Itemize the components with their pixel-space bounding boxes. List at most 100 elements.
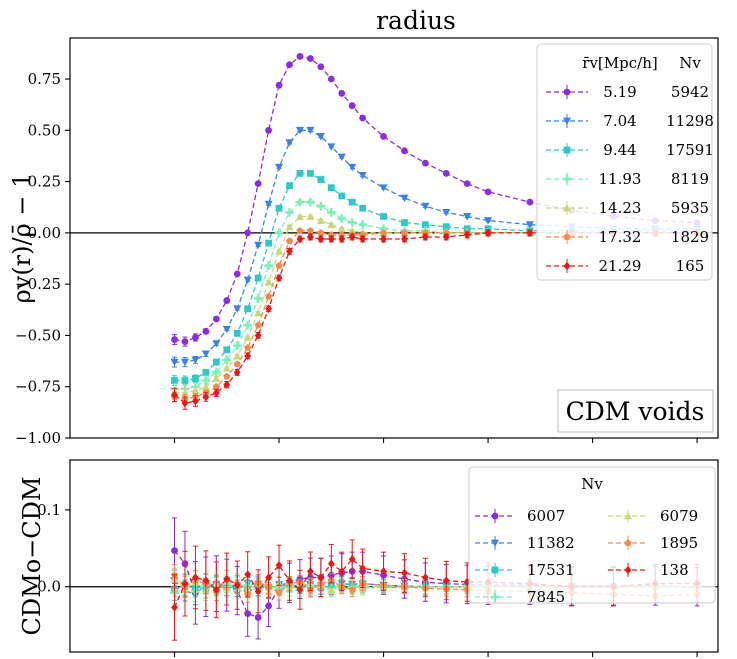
legend-entry-11382: 11382 [475, 534, 575, 552]
legend-entry-14.23: 14.23 5935 [546, 199, 709, 217]
data-point [181, 398, 189, 408]
legend-marker [563, 261, 571, 271]
data-point [212, 374, 221, 382]
data-point [306, 567, 314, 576]
legend-radius: 14.23 [599, 199, 642, 217]
legend-count: 17591 [666, 141, 714, 159]
data-point [296, 169, 304, 177]
legend-entry-7845: 7845 [475, 588, 565, 606]
data-point [306, 126, 315, 135]
data-point [358, 172, 367, 180]
data-point [265, 292, 273, 300]
data-point [327, 75, 335, 83]
data-point [286, 576, 293, 585]
legend-count: 17531 [527, 561, 575, 579]
data-point [484, 217, 493, 225]
data-point [295, 212, 304, 220]
data-point [317, 176, 325, 183]
data-point [348, 554, 356, 564]
data-point [192, 396, 199, 406]
legend-box [536, 43, 713, 281]
legend-entry-11.93: 11.93 8119 [546, 170, 709, 188]
data-point [212, 315, 220, 323]
data-point [525, 221, 534, 229]
data-point [171, 603, 178, 612]
legend-header-count: Nv [679, 54, 701, 72]
data-point [348, 232, 356, 242]
legend-radius: 11.93 [599, 170, 642, 188]
legend-marker [490, 592, 500, 602]
y-tick-label: −1.00 [15, 429, 61, 447]
data-point [233, 368, 241, 377]
data-point [265, 304, 272, 313]
legend-radius: 17.32 [599, 228, 642, 246]
data-point [244, 305, 252, 313]
data-point [233, 270, 241, 278]
legend-marker [563, 117, 571, 125]
data-point [359, 234, 367, 244]
data-point [202, 368, 210, 376]
data-point [201, 382, 210, 391]
legend-header-count: Nv [581, 475, 603, 493]
y-tick-label: 0.50 [28, 121, 61, 139]
legend-count: 11382 [527, 534, 575, 552]
data-point [463, 180, 471, 188]
data-point [379, 184, 388, 192]
data-point [223, 372, 231, 380]
data-point [380, 234, 387, 244]
series-9.44 [171, 169, 701, 386]
data-point [295, 197, 305, 207]
data-point [264, 200, 273, 209]
data-point [275, 589, 283, 596]
legend-count: 5942 [671, 83, 709, 101]
data-point [463, 577, 471, 587]
data-point [275, 561, 283, 570]
data-point [327, 234, 335, 244]
data-point [233, 351, 242, 360]
data-point [327, 559, 335, 568]
data-point [337, 214, 347, 223]
data-point [244, 610, 252, 617]
data-point [285, 237, 294, 245]
legend-entry-6079: 6079 [608, 507, 698, 525]
data-point [254, 321, 262, 329]
data-point [202, 576, 210, 585]
data-point [201, 350, 210, 358]
data-point [181, 579, 189, 588]
annotation-box [557, 389, 714, 433]
data-point [244, 344, 252, 351]
data-point [254, 587, 262, 596]
data-point [317, 234, 325, 244]
legend-entry-5.19: 5.19 5942 [546, 83, 709, 101]
data-point [317, 229, 325, 236]
data-point [401, 568, 408, 578]
legend-header-radius: r̄v[Mpc/h] [582, 54, 657, 72]
data-point [192, 573, 199, 582]
data-point [338, 234, 346, 244]
legend-entry-9.44: 9.44 17591 [546, 141, 714, 159]
data-point [254, 241, 263, 250]
data-point [295, 126, 304, 135]
data-point [286, 61, 293, 69]
data-point [265, 239, 272, 247]
data-point [233, 580, 241, 590]
data-point [327, 585, 336, 594]
legend-marker [563, 88, 571, 96]
data-point [254, 614, 262, 621]
data-point [192, 334, 199, 341]
data-point [275, 261, 283, 269]
data-point [442, 223, 450, 231]
data-point [317, 63, 325, 71]
legend-marker [491, 566, 499, 574]
data-point [223, 346, 231, 354]
data-point [265, 126, 272, 134]
data-point [305, 197, 315, 207]
y-tick-label: −0.75 [15, 378, 61, 396]
y-tick-label: 0.75 [28, 70, 61, 88]
legend-count: 1895 [660, 534, 698, 552]
data-point [254, 308, 263, 317]
data-point [275, 81, 283, 89]
data-point [212, 382, 220, 390]
data-point [421, 573, 429, 582]
data-point [222, 325, 231, 334]
